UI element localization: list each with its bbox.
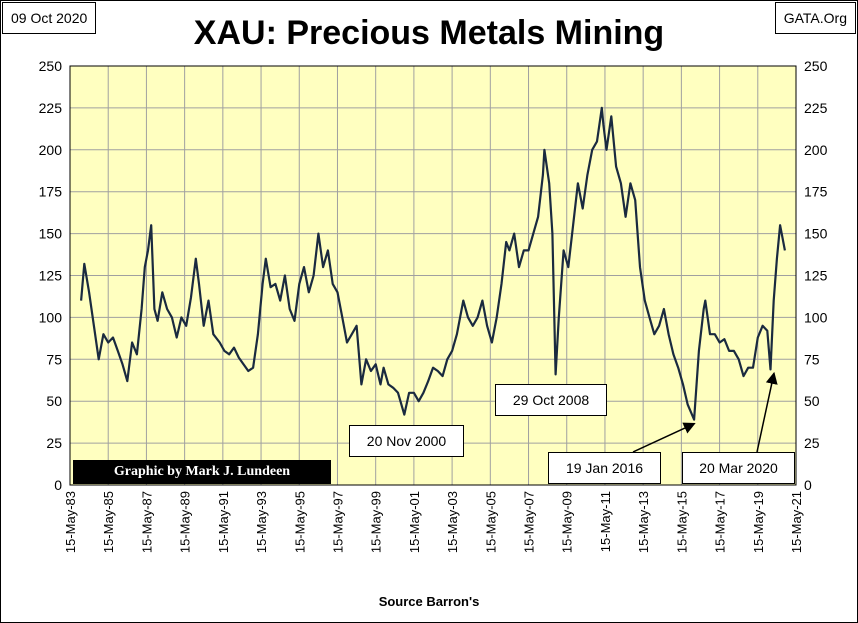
date-label: 09 Oct 2020 [2, 2, 97, 34]
annotation-2020-03-20: 20 Mar 2020 [682, 452, 795, 484]
credit-label: Graphic by Mark J. Lundeen [73, 460, 331, 484]
annotation-2000-11-20: 20 Nov 2000 [349, 425, 464, 457]
y-tick-label-left: 125 [39, 268, 63, 284]
y-tick-label-left: 25 [46, 435, 62, 451]
y-tick-label-left: 75 [46, 351, 62, 367]
source-site-label: GATA.Org [774, 2, 856, 34]
annotation-arrow [632, 422, 696, 453]
x-tick-label: 15-May-15 [674, 491, 689, 553]
x-tick-label: 15-May-93 [254, 491, 269, 553]
x-tick-label: 15-May-01 [407, 491, 422, 553]
x-tick-label: 15-May-05 [483, 491, 498, 553]
y-tick-label-right: 100 [804, 309, 828, 325]
annotation-2008-10-29: 29 Oct 2008 [495, 384, 607, 416]
y-tick-label-left: 225 [39, 100, 63, 116]
x-tick-label: 15-May-87 [139, 491, 154, 553]
y-tick-label-right: 125 [804, 268, 828, 284]
y-tick-label-left: 100 [39, 309, 63, 325]
y-tick-label-right: 225 [804, 100, 828, 116]
y-tick-label-right: 0 [804, 477, 812, 493]
y-tick-label-right: 25 [804, 435, 820, 451]
x-tick-label: 15-May-17 [713, 491, 728, 553]
x-tick-label: 15-May-89 [178, 491, 193, 553]
source-label: Source Barron's [378, 594, 480, 609]
annotation-arrow [756, 371, 778, 453]
x-tick-label: 15-May-97 [330, 491, 345, 553]
xau-price-line [80, 106, 786, 421]
y-tick-label-right: 150 [804, 226, 828, 242]
y-tick-label-right: 75 [804, 351, 820, 367]
x-tick-label: 15-May-07 [522, 491, 537, 553]
x-tick-label: 15-May-19 [751, 491, 766, 553]
y-tick-label-right: 175 [804, 184, 828, 200]
y-tick-label-right: 250 [804, 58, 828, 74]
y-tick-label-left: 200 [39, 142, 63, 158]
x-tick-label: 15-May-03 [445, 491, 460, 553]
x-tick-label: 15-May-85 [101, 491, 116, 553]
annotation-2016-01-19: 19 Jan 2016 [548, 452, 661, 484]
y-tick-label-right: 50 [804, 393, 820, 409]
x-tick-label: 15-May-21 [789, 491, 804, 553]
x-tick-label: 15-May-11 [598, 491, 613, 552]
y-tick-label-left: 0 [54, 477, 62, 493]
y-tick-label-left: 175 [39, 184, 63, 200]
x-tick-label: 15-May-91 [216, 491, 231, 553]
x-tick-label: 15-May-95 [292, 491, 307, 553]
y-tick-label-right: 200 [804, 142, 828, 158]
x-tick-label: 15-May-13 [636, 491, 651, 553]
chart-title: XAU: Precious Metals Mining [193, 14, 665, 52]
y-tick-label-left: 50 [46, 393, 62, 409]
plot-border [69, 65, 797, 486]
x-tick-label: 15-May-83 [63, 491, 78, 553]
y-tick-label-left: 250 [39, 58, 63, 74]
x-tick-label: 15-May-99 [369, 491, 384, 553]
y-tick-label-left: 150 [39, 226, 63, 242]
x-tick-label: 15-May-09 [560, 491, 575, 553]
